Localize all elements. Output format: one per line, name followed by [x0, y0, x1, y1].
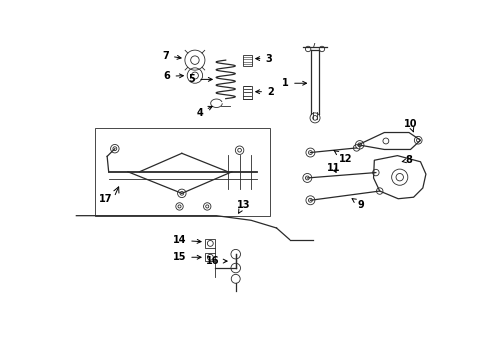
Text: 8: 8: [402, 155, 413, 165]
Bar: [205, 253, 215, 261]
Text: 1: 1: [282, 78, 307, 88]
Text: 5: 5: [189, 75, 212, 84]
Text: 13: 13: [237, 200, 250, 213]
Text: 10: 10: [404, 119, 417, 132]
Bar: [243, 55, 251, 66]
Bar: [243, 86, 251, 99]
Text: 16: 16: [206, 256, 227, 266]
Text: 2: 2: [256, 87, 274, 97]
Text: 14: 14: [173, 235, 201, 245]
Bar: [205, 239, 215, 248]
Text: 17: 17: [98, 194, 112, 204]
Text: 7: 7: [162, 50, 181, 60]
Text: 4: 4: [196, 106, 212, 117]
Text: 6: 6: [164, 71, 183, 81]
Text: 12: 12: [334, 150, 353, 164]
Bar: [95, 128, 270, 216]
Text: 9: 9: [352, 199, 365, 210]
Text: 11: 11: [327, 163, 340, 173]
Text: 15: 15: [173, 252, 201, 262]
Text: 3: 3: [256, 54, 272, 64]
